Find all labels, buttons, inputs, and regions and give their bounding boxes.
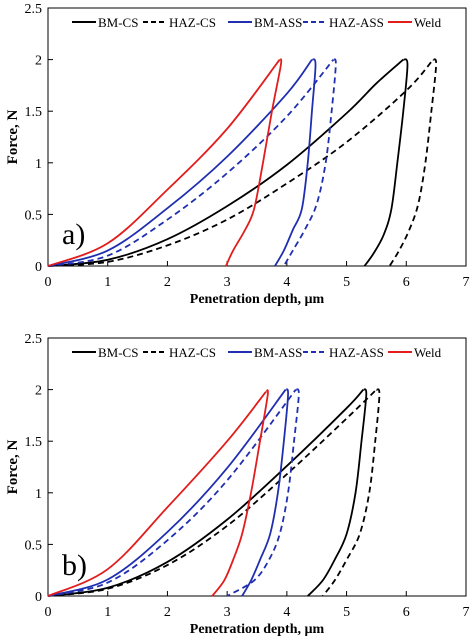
series-line-weld-loading	[47, 391, 267, 597]
panel-label-a: a)	[62, 218, 85, 251]
series-line-haz-cs-unloading	[388, 58, 438, 267]
x-tick-label: 4	[283, 605, 290, 620]
legend-a: BM-CS HAZ-CS BM-ASS HAZ-ASS Weld	[72, 15, 442, 30]
panel-b: 0 1 2 3 4 5 6 7 0 0.5 1 1.5 2 2.5 BM-CS HAZ-CS BM-ASS HA…	[5, 332, 470, 637]
series-line-bm-cs-unloading	[363, 58, 409, 267]
series-line-haz-ass-loading	[47, 389, 297, 597]
y-tick-label: 0.5	[25, 538, 43, 553]
plot-frame-a	[47, 7, 467, 267]
x-tick-label: 5	[343, 275, 350, 290]
y-tick-label: 2.5	[25, 332, 43, 347]
ticks-b: 0 1 2 3 4 5 6 7 0 0.5 1 1.5 2 2.5	[25, 332, 470, 620]
y-tick-label: 2	[35, 384, 42, 399]
series-line-bm-ass-loading	[47, 389, 287, 597]
x-tick-label: 7	[463, 605, 470, 620]
ticks-a: 0 1 2 3 4 5 6 7 0 0.5 1 1.5 2 2.5	[25, 2, 470, 290]
y-tick-label: 0	[35, 260, 42, 275]
series-line-haz-ass-loading	[47, 59, 335, 267]
x-tick-label: 5	[343, 605, 350, 620]
legend-label-haz-cs: HAZ-CS	[169, 15, 216, 30]
x-tick-label: 7	[463, 275, 470, 290]
legend-label-haz-ass: HAZ-ASS	[329, 345, 384, 360]
x-tick-label: 2	[164, 275, 171, 290]
legend-label-weld: Weld	[414, 345, 442, 360]
series-line-bm-ass-unloading	[274, 58, 317, 267]
x-axis-label-b: Penetration depth, µm	[190, 622, 325, 637]
legend-label-bm-cs: BM-CS	[98, 15, 138, 30]
y-tick-label: 2	[35, 54, 42, 69]
y-tick-label: 1	[35, 487, 42, 502]
series-line-bm-cs-loading	[47, 388, 364, 597]
x-tick-label: 6	[403, 275, 410, 290]
x-tick-label: 3	[224, 605, 231, 620]
legend-label-bm-cs: BM-CS	[98, 345, 138, 360]
panel-a: 0 1 2 3 4 5 6 7 0 0.5 1 1.5 2 2.5 BM-CS HAZ-CS BM-ASS HA…	[5, 2, 470, 307]
x-tick-label: 0	[45, 605, 52, 620]
y-axis-label-b: Force, N	[5, 439, 21, 494]
legend-label-weld: Weld	[414, 15, 442, 30]
y-tick-label: 1.5	[25, 105, 43, 120]
legend-label-bm-ass: BM-ASS	[254, 15, 302, 30]
series-line-haz-cs-unloading	[321, 388, 381, 597]
x-tick-label: 6	[403, 605, 410, 620]
y-tick-label: 1	[35, 157, 42, 172]
panel-label-b: b)	[62, 549, 87, 582]
series-line-weld-unloading	[225, 58, 283, 267]
legend-label-haz-ass: HAZ-ASS	[329, 15, 384, 30]
y-tick-label: 2.5	[25, 2, 43, 17]
series-line-bm-ass-unloading	[241, 388, 289, 597]
y-tick-label: 0.5	[25, 208, 43, 223]
legend-label-bm-ass: BM-ASS	[254, 345, 302, 360]
legend-label-haz-cs: HAZ-CS	[169, 345, 216, 360]
series-line-bm-cs-loading	[47, 58, 404, 267]
y-tick-label: 1.5	[25, 435, 43, 450]
series-line-weld-unloading	[211, 389, 269, 597]
y-tick-label: 0	[35, 590, 42, 605]
series-group-b	[47, 388, 381, 597]
x-tick-label: 1	[104, 605, 111, 620]
legend-b: BM-CS HAZ-CS BM-ASS HAZ-ASS Weld	[72, 345, 442, 360]
series-line-haz-ass-unloading	[226, 388, 300, 597]
x-tick-label: 0	[45, 275, 52, 290]
y-axis-label-a: Force, N	[5, 109, 21, 164]
series-line-bm-cs-unloading	[307, 388, 368, 597]
x-axis-label-a: Penetration depth, µm	[190, 292, 325, 307]
x-tick-label: 2	[164, 605, 171, 620]
series-line-haz-cs-loading	[47, 388, 378, 597]
x-tick-label: 3	[224, 275, 231, 290]
series-line-bm-ass-loading	[47, 59, 313, 267]
series-group-a	[47, 58, 438, 267]
x-tick-label: 4	[283, 275, 290, 290]
plot-frame-b	[47, 337, 467, 597]
series-line-haz-cs-loading	[47, 59, 434, 267]
x-tick-label: 1	[104, 275, 111, 290]
series-line-weld-loading	[47, 59, 281, 267]
